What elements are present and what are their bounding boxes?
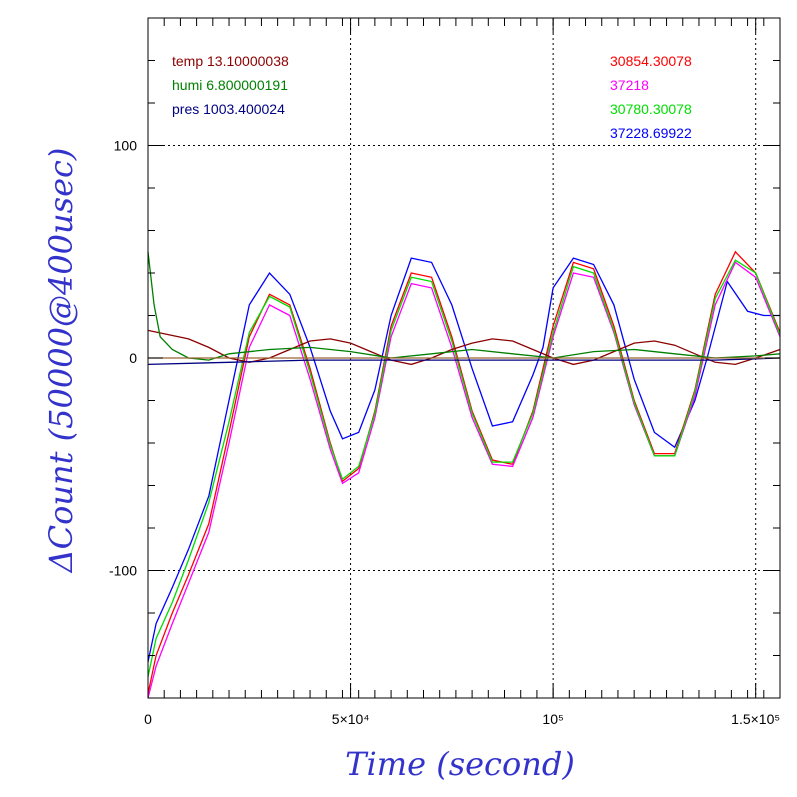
axes: 0 5×10⁴ 10⁵ 1.5×10⁵ -100 0 100 (109, 17, 781, 727)
series-line-2 (147, 261, 781, 699)
x-tick-label: 0 (144, 711, 152, 727)
x-tick-label: 1.5×10⁵ (731, 711, 780, 727)
x-tick-label: 5×10⁴ (332, 711, 370, 727)
series-line-1 (147, 250, 781, 694)
legend: temp 13.10000038 humi 6.800000191 pres 100… (172, 53, 692, 141)
y-tick-label: 0 (129, 350, 137, 366)
legend-left-entry: humi 6.800000191 (172, 77, 288, 93)
series-line-0 (147, 257, 780, 663)
legend-right-entry: 30780.30078 (610, 101, 692, 117)
y-axis-title: ΔCount (50000@400usec) (42, 148, 80, 575)
legend-right-entry: 37228.69922 (610, 125, 692, 141)
y-tick-label: -100 (109, 563, 137, 579)
series-line-6 (147, 357, 781, 366)
y-tick-label: 100 (114, 138, 138, 154)
x-axis-title: Time (second) (345, 745, 575, 783)
legend-left-entry: temp 13.10000038 (172, 53, 289, 69)
series-line-3 (147, 259, 781, 677)
series-group (147, 250, 781, 699)
x-tick-label: 10⁵ (542, 711, 563, 727)
legend-right-entry: 37218 (610, 77, 649, 93)
legend-left-entry: pres 1003.400024 (172, 101, 285, 117)
legend-right-entry: 30854.30078 (610, 53, 692, 69)
